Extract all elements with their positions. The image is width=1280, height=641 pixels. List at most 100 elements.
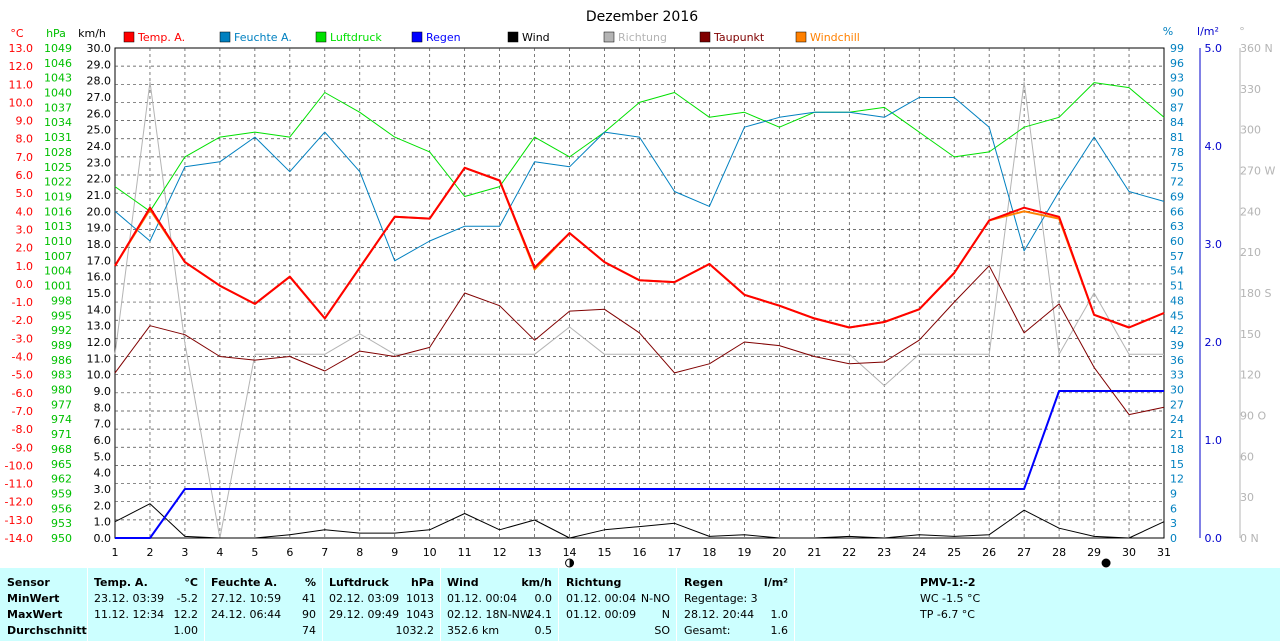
press-axis-tick: 1046 (44, 57, 72, 70)
hum-axis-tick: 33 (1170, 369, 1184, 382)
temp-axis-tick: -10.0 (5, 459, 33, 472)
hum-axis-tick: 9 (1170, 487, 1177, 500)
x-axis-tick: 13 (528, 546, 542, 559)
press-axis-tick: 986 (51, 354, 72, 367)
hum-max: 90 (302, 608, 316, 621)
rain-axis-tick: 2.0 (1205, 336, 1223, 349)
wind-axis-tick: 16.0 (87, 271, 112, 284)
press-axis-tick: 953 (51, 517, 72, 530)
wind-min-time: 01.12. 00:04 (447, 592, 518, 605)
series-line (114, 503, 1165, 539)
hum-axis-tick: 18 (1170, 443, 1184, 456)
stats-rain: Regen l/m² Regentage: 3 28.12. 20:44 1.0… (677, 568, 794, 641)
temp-min: -5.2 (176, 592, 198, 605)
dir-axis-tick: 0 N (1240, 532, 1259, 545)
x-axis-tick: 7 (321, 546, 328, 559)
wind-axis-tick: 27.0 (87, 91, 112, 104)
hum-axis-tick: 54 (1170, 265, 1184, 278)
temp-max-time: 11.12. 12:34 (94, 608, 165, 621)
press-axis-tick: 977 (51, 398, 72, 411)
temp-axis-tick: 9.0 (16, 115, 34, 128)
press-axis-tick: 1022 (44, 176, 72, 189)
wind-max-time: 02.12. 18N-NW (447, 608, 531, 621)
press-axis-tick: 1001 (44, 280, 72, 293)
press-axis-tick: 1016 (44, 205, 72, 218)
press-header: Luftdruck (329, 576, 389, 589)
press-axis-tick: 992 (51, 324, 72, 337)
chart-axes: 13.012.011.010.09.08.07.06.05.04.03.02.0… (5, 42, 1276, 559)
press-axis-tick: 1019 (44, 190, 72, 203)
chart-series (114, 81, 1165, 539)
x-axis-tick: 4 (216, 546, 223, 559)
press-axis-tick: 974 (51, 413, 72, 426)
x-axis-tick: 23 (877, 546, 891, 559)
hum-min-time: 27.12. 10:59 (211, 592, 282, 605)
hum-axis-tick: 72 (1170, 176, 1184, 189)
temp-axis-tick: 0.0 (16, 278, 34, 291)
wind-axis-tick: 15.0 (87, 287, 112, 300)
press-axis-tick: 980 (51, 384, 72, 397)
wind-axis-tick: 14.0 (87, 303, 112, 316)
rain-unit-label: l/m² (1197, 25, 1219, 38)
x-axis-tick: 14 (563, 546, 577, 559)
hum-axis-tick: 90 (1170, 87, 1184, 100)
hum-axis-tick: 84 (1170, 116, 1184, 129)
wind-axis-tick: 4.0 (94, 467, 112, 480)
legend-swatch (123, 31, 135, 43)
press-avg: 1032.2 (395, 624, 435, 637)
temp-unit-label: °C (10, 27, 24, 40)
x-axis-tick: 28 (1052, 546, 1066, 559)
wind-axis-tick: 23.0 (87, 156, 112, 169)
hum-axis-tick: 0 (1170, 532, 1177, 545)
temp-axis-tick: -6.0 (12, 387, 33, 400)
temp-axis-tick: -4.0 (12, 351, 33, 364)
hum-unit-label: % (1163, 25, 1173, 38)
x-axis-tick: 10 (423, 546, 437, 559)
temp-axis-tick: 11.0 (9, 78, 34, 91)
dir-axis-tick: 210 (1240, 246, 1261, 259)
press-axis-tick: 1007 (44, 250, 72, 263)
legend-swatch (315, 31, 327, 43)
wind-axis-tick: 11.0 (87, 352, 112, 365)
moon-phase-markers (565, 558, 1111, 568)
press-axis-tick: 995 (51, 309, 72, 322)
x-axis-tick: 1 (112, 546, 119, 559)
press-axis-tick: 950 (51, 532, 72, 545)
x-axis-tick: 20 (772, 546, 786, 559)
hum-axis-tick: 39 (1170, 339, 1184, 352)
chart-title: Dezember 2016 (586, 9, 698, 25)
hum-axis-tick: 45 (1170, 309, 1184, 322)
x-axis-tick: 22 (842, 546, 856, 559)
press-axis-tick: 1034 (44, 116, 72, 129)
wind-axis-tick: 12.0 (87, 336, 112, 349)
press-min: 1013 (406, 592, 434, 605)
pmv-windchill: WC -1.5 °C (920, 592, 981, 605)
dir-axis-tick: 60 (1240, 450, 1254, 463)
temp-max: 12.2 (173, 608, 199, 621)
dir-axis-tick: 150 (1240, 328, 1261, 341)
wind-distance: 352.6 km (447, 624, 500, 637)
rain-max: 1.0 (770, 608, 789, 621)
press-max: 1043 (406, 608, 434, 621)
rain-total-label: Gesamt: (684, 624, 731, 637)
dir-avg: SO (654, 624, 670, 637)
rain-axis-tick: 3.0 (1205, 238, 1223, 251)
hum-axis-tick: 12 (1170, 473, 1184, 486)
dir-axis-tick: 330 (1240, 83, 1261, 96)
x-axis-tick: 11 (458, 546, 472, 559)
temp-axis-tick: -11.0 (5, 478, 33, 491)
wind-axis-tick: 1.0 (94, 516, 112, 529)
rain-axis-tick: 5.0 (1205, 42, 1223, 55)
temp-axis-tick: 12.0 (9, 60, 34, 73)
temp-axis-tick: -14.0 (5, 532, 33, 545)
hum-axis-tick: 21 (1170, 428, 1184, 441)
hum-axis-tick: 6 (1170, 502, 1177, 515)
x-axis-tick: 25 (947, 546, 961, 559)
x-axis-tick: 12 (493, 546, 507, 559)
stats-temp: Temp. A. °C 23.12. 03:39 -5.2 11.12. 12:… (88, 568, 204, 641)
temp-axis-tick: 3.0 (16, 223, 34, 236)
x-axis-tick: 8 (356, 546, 363, 559)
press-unit-label: hPa (46, 27, 66, 40)
moon-full-icon (1101, 558, 1111, 568)
hum-axis-tick: 99 (1170, 42, 1184, 55)
